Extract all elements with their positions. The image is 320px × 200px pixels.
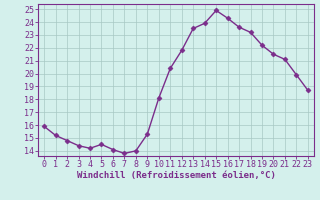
X-axis label: Windchill (Refroidissement éolien,°C): Windchill (Refroidissement éolien,°C) (76, 171, 276, 180)
